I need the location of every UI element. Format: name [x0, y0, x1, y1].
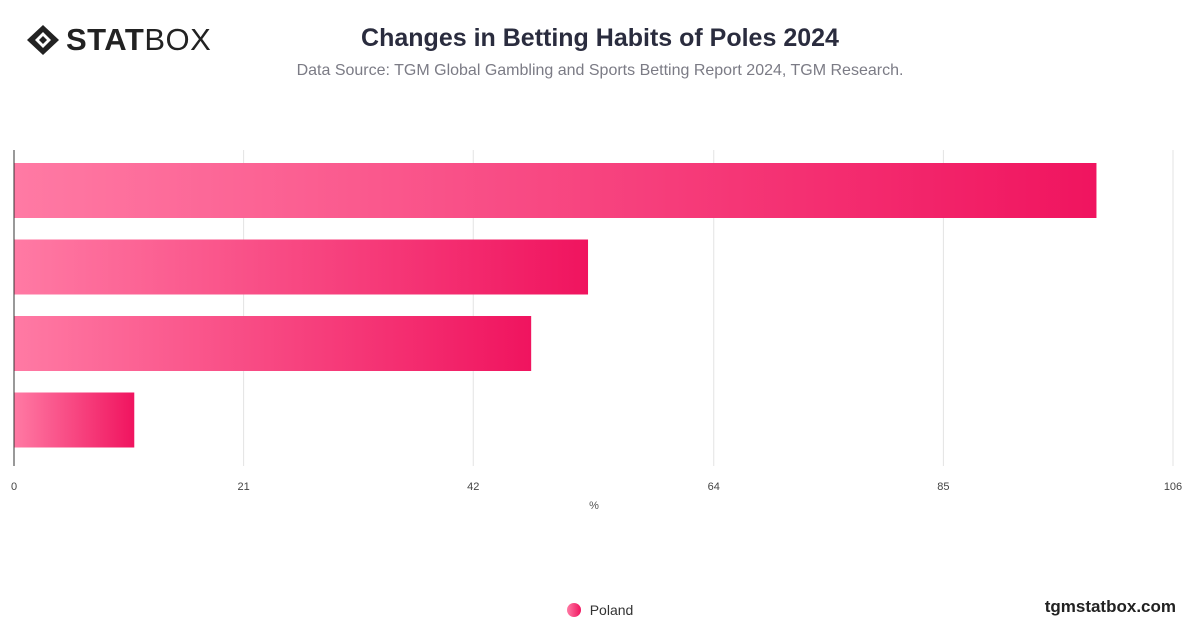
logo-text-bold: STAT — [66, 22, 145, 57]
legend-label-poland: Poland — [589, 602, 634, 618]
bars — [14, 163, 1097, 448]
bar — [14, 316, 532, 371]
bar — [14, 163, 1097, 218]
diamond-logo-icon — [27, 25, 59, 55]
logo-text-light: BOX — [144, 22, 212, 57]
logo-text: STATBOX — [66, 24, 211, 56]
x-tick-label: 106 — [1164, 481, 1182, 493]
x-axis-label: % — [589, 500, 599, 512]
x-tick-label: 21 — [237, 481, 249, 493]
watermark: tgmstatbox.com — [1044, 597, 1176, 616]
x-tick-label: 0 — [11, 481, 17, 493]
chart-title: Changes in Betting Habits of Poles 2024 — [361, 24, 839, 52]
legend: Poland — [0, 602, 1200, 618]
x-tick-label: 85 — [937, 481, 949, 493]
statbox-logo: STATBOX — [26, 24, 211, 56]
bar-chart: 0 21 42 64 85 106 % — [11, 150, 1182, 512]
bar — [14, 392, 135, 448]
chart-subtitle: Data Source: TGM Global Gambling and Spo… — [296, 62, 904, 79]
x-tick-label: 64 — [708, 481, 720, 493]
tick-labels: 0 21 42 64 85 106 — [11, 481, 1182, 493]
x-tick-label: 42 — [467, 481, 479, 493]
bar — [14, 239, 589, 295]
legend-swatch — [566, 603, 581, 617]
